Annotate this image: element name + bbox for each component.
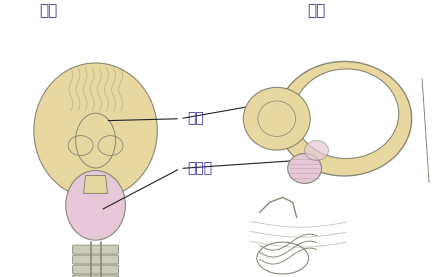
Ellipse shape bbox=[304, 141, 328, 160]
FancyBboxPatch shape bbox=[72, 245, 118, 254]
FancyBboxPatch shape bbox=[72, 255, 118, 264]
Polygon shape bbox=[83, 175, 107, 193]
Text: 膀胱: 膀胱 bbox=[187, 112, 203, 126]
FancyBboxPatch shape bbox=[72, 275, 118, 277]
Text: 側面: 側面 bbox=[307, 3, 325, 18]
Ellipse shape bbox=[66, 170, 125, 240]
Text: 前立腺: 前立腺 bbox=[187, 161, 212, 176]
Ellipse shape bbox=[293, 69, 398, 158]
Ellipse shape bbox=[34, 63, 157, 198]
Ellipse shape bbox=[243, 87, 310, 150]
FancyBboxPatch shape bbox=[72, 265, 118, 274]
Ellipse shape bbox=[287, 153, 321, 183]
Text: 正面: 正面 bbox=[39, 3, 57, 18]
Ellipse shape bbox=[277, 61, 411, 176]
